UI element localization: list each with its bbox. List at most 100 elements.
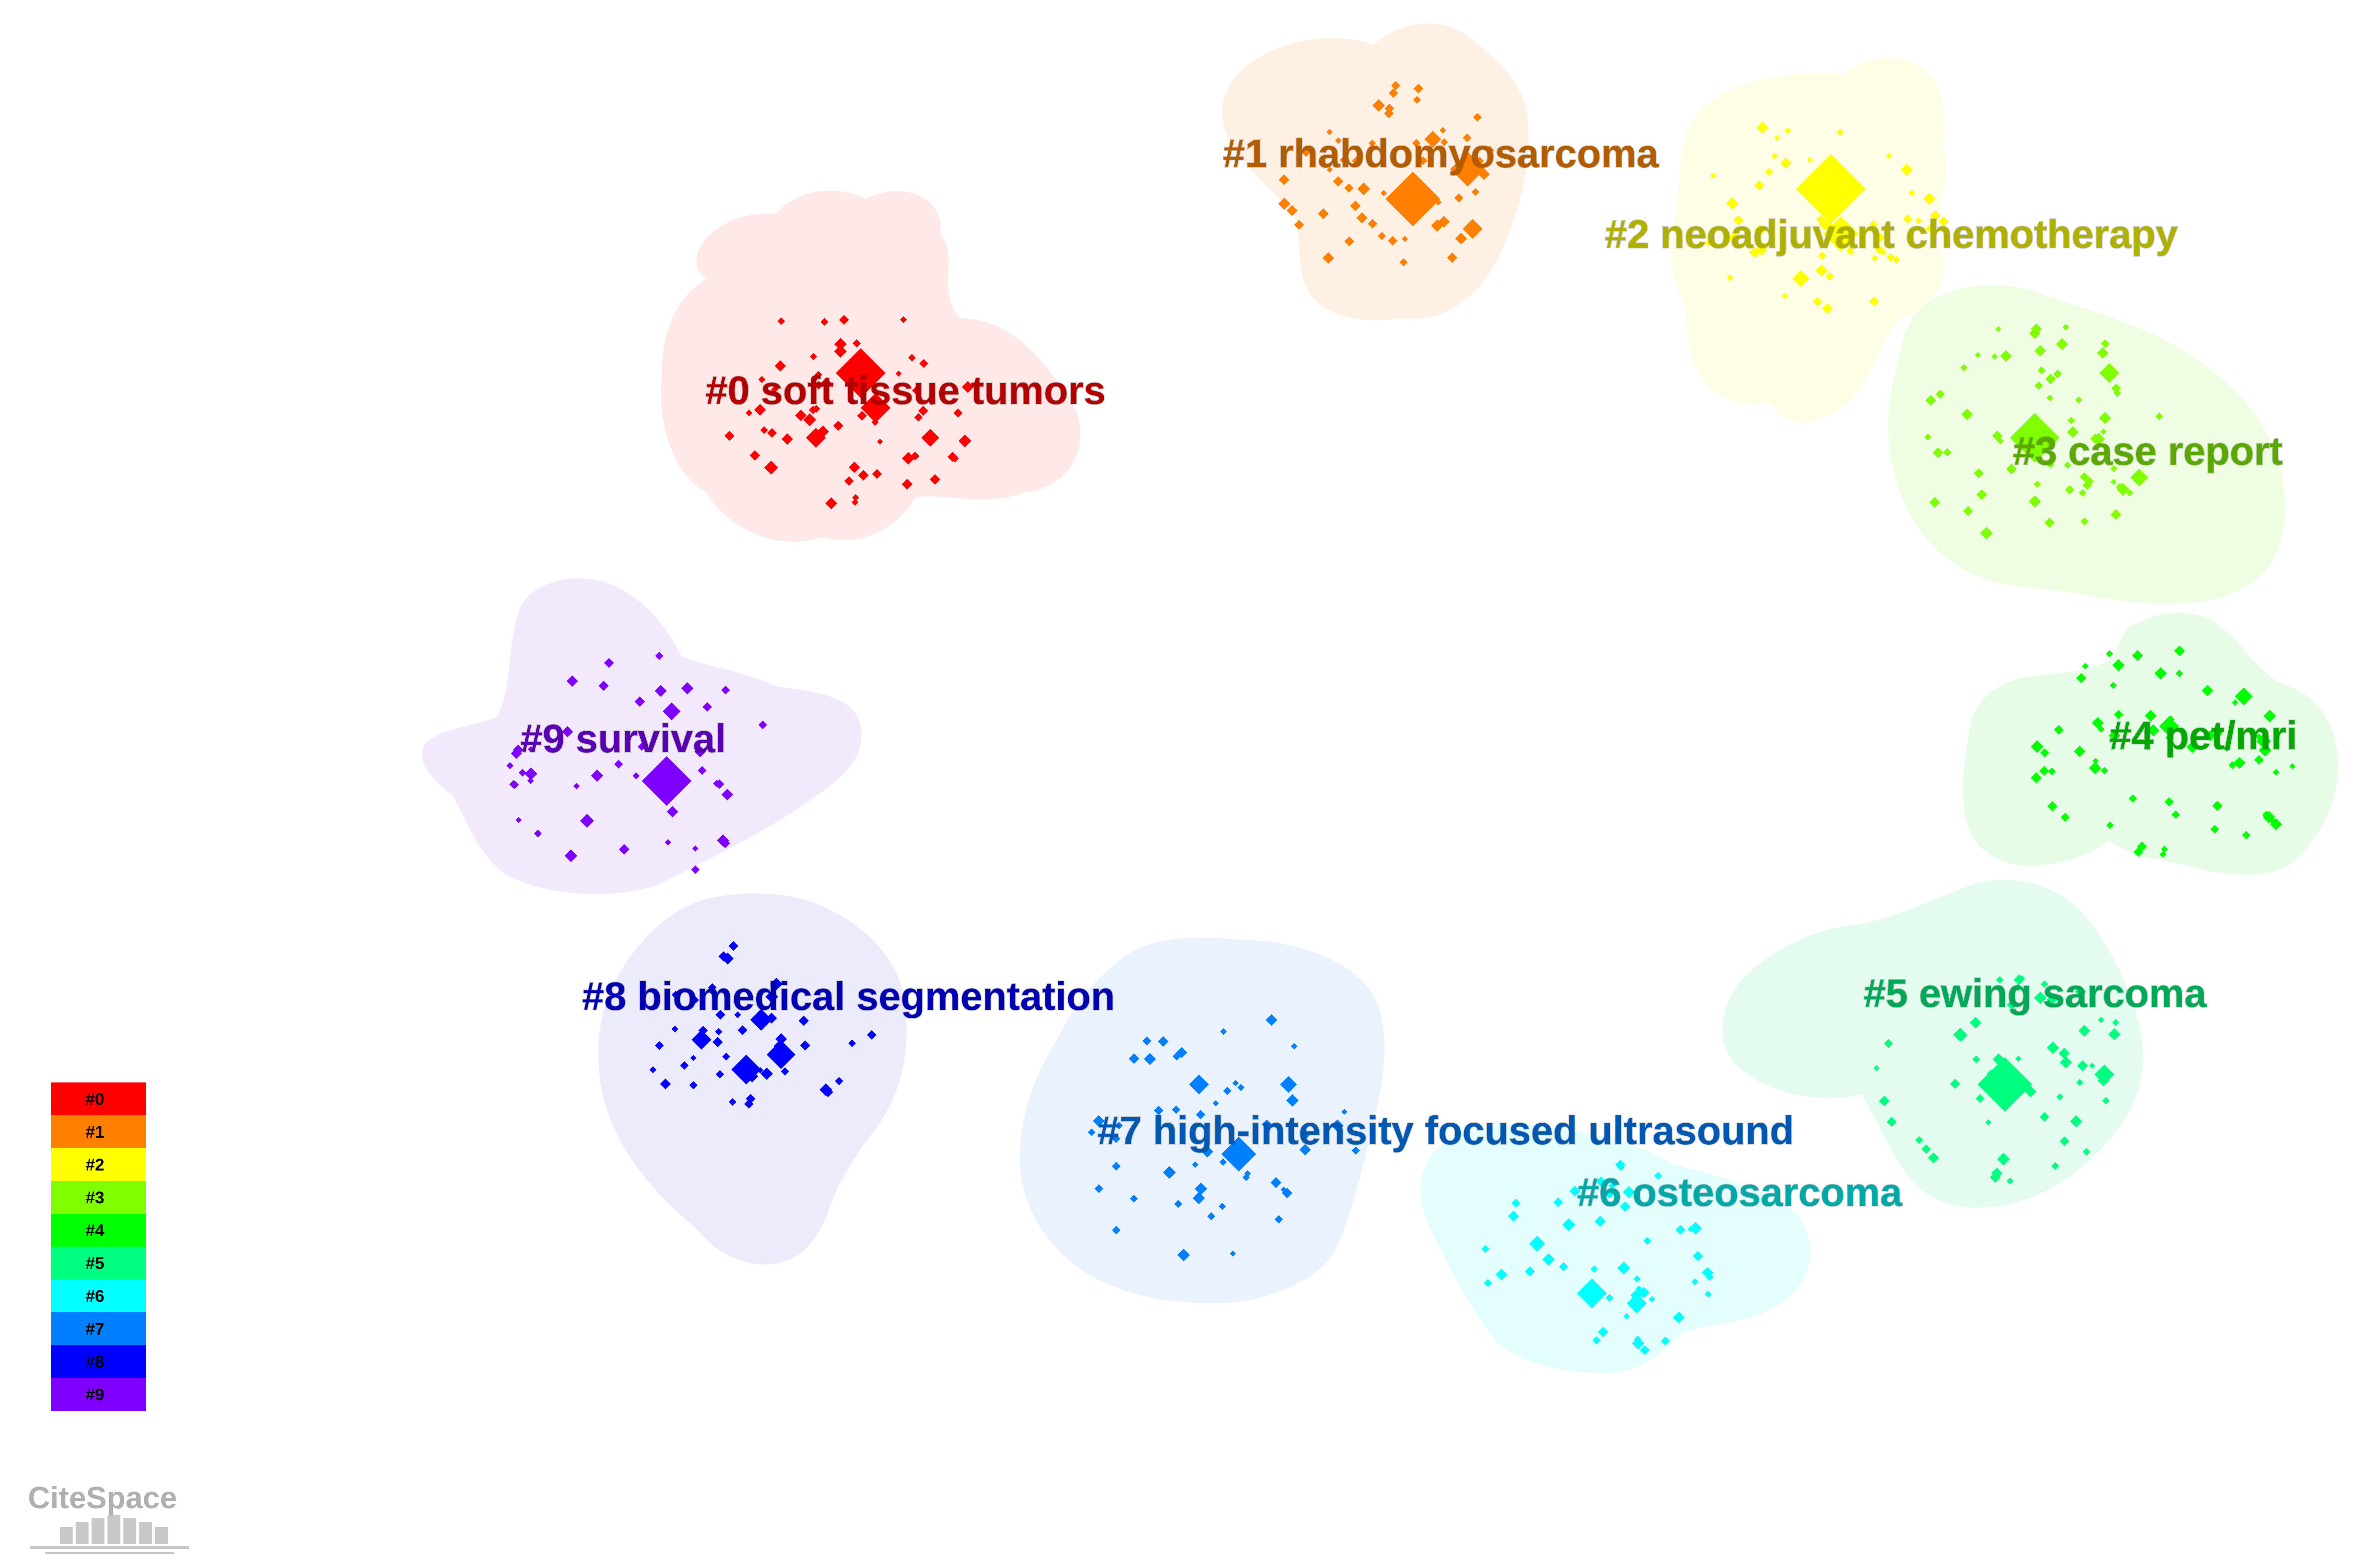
cluster-7-node-14	[1237, 1083, 1245, 1091]
cluster-0-node-47	[834, 338, 847, 351]
cluster-8-node-2	[708, 983, 717, 992]
cluster-7-node-9	[1331, 1119, 1344, 1132]
cluster-4-hull	[1963, 612, 2338, 875]
cluster-3-node-52	[2064, 461, 2072, 469]
cluster-0-node-41	[808, 405, 817, 414]
cluster-1-node-hub-3	[1424, 131, 1441, 148]
cluster-1-node-8	[1287, 205, 1298, 216]
cluster-3-node-53	[1974, 468, 1984, 479]
cluster-4-node-1	[2074, 745, 2085, 758]
legend-label-3: #3	[86, 1188, 104, 1207]
legend-swatch-9	[51, 1378, 146, 1411]
cluster-0-node-38	[857, 410, 867, 421]
cluster-7-node-5	[1262, 1119, 1272, 1130]
cluster-0-node-hub-4	[764, 461, 778, 475]
cluster-1-node-9	[1454, 193, 1464, 203]
cluster-1-node-hub-1	[1450, 152, 1485, 187]
cluster-7-node-22	[1142, 1036, 1152, 1046]
cluster-3-node-hub-1	[2099, 363, 2119, 383]
cluster-2-node-47	[1870, 220, 1878, 228]
cluster-6-node-4	[1542, 1253, 1555, 1266]
cluster-9-node-9	[716, 834, 729, 847]
cluster-3-node-30	[1924, 433, 1932, 441]
cluster-7-node-26	[1172, 1052, 1181, 1061]
cluster-4-node-18	[2210, 825, 2219, 834]
cluster-5-node-hub-1	[2094, 1065, 2114, 1084]
cluster-1-node-40	[1385, 103, 1394, 113]
cluster-2-node-4	[1756, 122, 1769, 134]
cluster-7-node-0	[1115, 1122, 1123, 1130]
cluster-4-node-4	[2263, 709, 2277, 723]
cluster-8-label: #8 biomedical segmentation	[582, 974, 1115, 1018]
cluster-7-node-48	[1092, 1115, 1105, 1127]
cluster-5-node-24	[1884, 1039, 1893, 1048]
cluster-0-node-23	[851, 498, 859, 506]
cluster-5-node-42	[1915, 1136, 1923, 1144]
cluster-2-node-43	[1822, 303, 1833, 314]
cluster-7-node-35	[1130, 1194, 1138, 1203]
cluster-5-node-2	[1873, 1065, 1880, 1072]
cluster-6-node-29	[1691, 1278, 1698, 1285]
cluster-3-node-36	[2030, 323, 2042, 335]
cluster-6-node-34	[1689, 1222, 1702, 1235]
cluster-6-node-42	[1643, 1237, 1652, 1245]
cluster-1-hull	[1222, 23, 1529, 320]
cluster-6-node-30	[1605, 1294, 1614, 1302]
cluster-5-label: #5 ewing sarcoma	[1864, 971, 2207, 1015]
network-nodes	[506, 81, 2296, 1355]
cluster-5-node-hub-0	[1978, 1057, 2032, 1112]
cluster-8-node-hub-2	[750, 1009, 772, 1031]
cluster-9-node-26	[527, 746, 534, 753]
cluster-3-node-6	[1975, 352, 1981, 358]
cluster-5-node-3	[1879, 1095, 1890, 1106]
cluster-4-node-9	[2212, 800, 2223, 811]
cluster-2-node-35	[1900, 164, 1913, 176]
cluster-7-node-11	[1232, 1079, 1239, 1086]
cluster-0-node-22	[760, 426, 768, 434]
cluster-7-node-46	[1172, 1105, 1181, 1114]
cluster-2-node-25	[1836, 128, 1844, 136]
cluster-8-node-28	[718, 951, 729, 962]
cluster-3-node-47	[2110, 509, 2121, 520]
cluster-3-node-5	[2099, 412, 2111, 424]
cluster-4-node-53	[2100, 767, 2108, 775]
cluster-1-node-26	[1471, 188, 1480, 196]
cluster-5-node-48	[2046, 994, 2058, 1005]
cluster-1-node-32	[1372, 99, 1385, 112]
cluster-labels: #0 soft tissue tumors #1 rhabdomyosarcom…	[520, 131, 2298, 1215]
cluster-0-node-26	[839, 315, 849, 325]
cluster-2-node-14	[1726, 197, 1739, 210]
cluster-2-node-20	[1780, 157, 1791, 169]
cluster-2-node-30	[1733, 215, 1743, 225]
cluster-5-node-51	[2076, 1078, 2083, 1086]
cluster-7-hull	[1020, 938, 1385, 1303]
cluster-8-node-27	[734, 1011, 741, 1019]
cluster-3-node-16	[2000, 350, 2012, 362]
cluster-2-node-21	[1754, 224, 1766, 236]
cluster-4-node-48	[2160, 851, 2167, 858]
cluster-8-node-17	[715, 1010, 725, 1020]
cluster-3-node-4	[1925, 394, 1936, 406]
cluster-3-label: #3 case report	[2013, 429, 2283, 473]
cluster-9-node-18	[637, 743, 646, 751]
cluster-1-node-10	[1482, 171, 1489, 178]
cluster-5-node-25	[1976, 1094, 1985, 1103]
cluster-1-node-48	[1326, 129, 1333, 135]
cluster-2-node-33	[1923, 193, 1936, 205]
cluster-2-node-29	[1806, 157, 1813, 163]
cluster-9-node-15	[566, 675, 578, 687]
cluster-0-node-52	[767, 428, 777, 438]
cluster-2-node-42	[1815, 264, 1828, 277]
cluster-1-label: #1 rhabdomyosarcoma	[1223, 131, 1659, 176]
cluster-7-node-21	[1125, 1136, 1132, 1143]
cluster-4-node-35	[2204, 730, 2216, 741]
cluster-4-node-55	[2242, 831, 2251, 840]
cluster-6-node-0	[1481, 1245, 1489, 1253]
cluster-7-node-17	[1154, 1105, 1164, 1115]
cluster-9-node-22	[564, 849, 578, 863]
cluster-9-node-6	[665, 839, 672, 846]
cluster-7-node-36	[1192, 1192, 1205, 1204]
cluster-3-node-40	[2100, 428, 2107, 435]
cluster-7-node-34	[1192, 1161, 1198, 1168]
cluster-7-node-39	[1282, 1187, 1292, 1198]
